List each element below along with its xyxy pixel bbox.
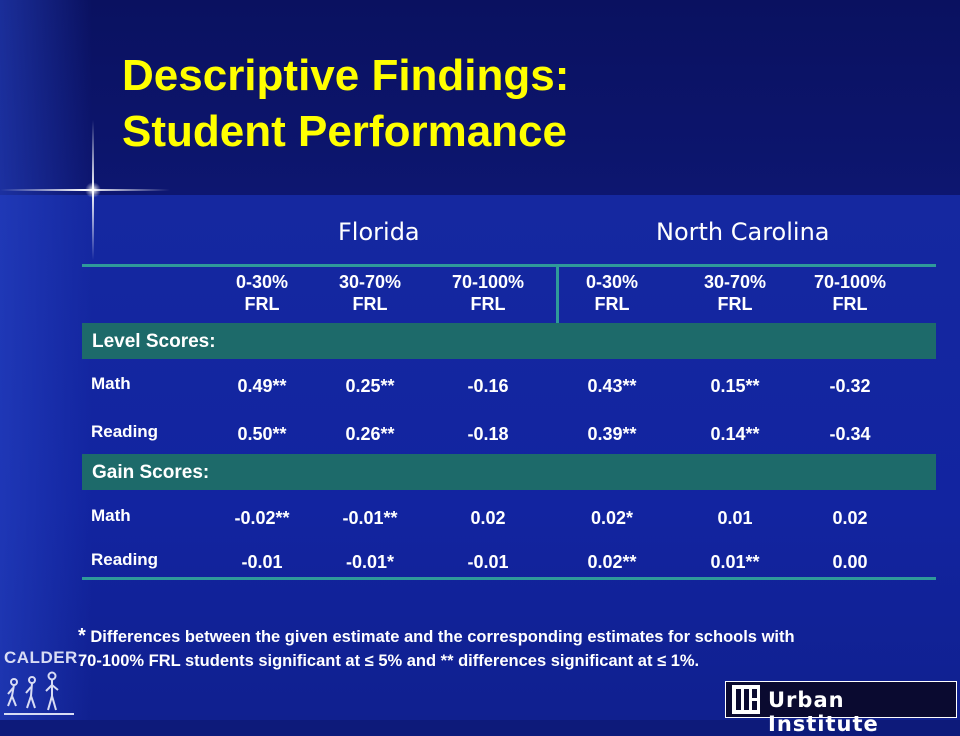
left-glow xyxy=(0,0,92,720)
footnote-line2: 70-100% FRL students significant at ≤ 5%… xyxy=(78,652,700,670)
column-header-line1: 70-100% xyxy=(813,272,887,292)
table-cell: -0.16 xyxy=(467,376,509,396)
column-header: 70-100% FRL xyxy=(438,271,538,315)
footnote-line1: Differences between the given estimate a… xyxy=(90,628,795,646)
slide-title-line2: Student Performance xyxy=(122,107,567,156)
column-header-line2: FRL xyxy=(470,294,506,314)
urban-institute-text: Urban Institute xyxy=(768,688,879,736)
state-north-carolina: North Carolina xyxy=(656,218,830,246)
urban-institute-mark-icon xyxy=(732,685,760,714)
column-header-line1: 30-70% xyxy=(703,272,767,292)
table-cell: 0.25** xyxy=(345,376,395,396)
urban-institute-logo: Urban Institute xyxy=(725,681,957,736)
evolution-figures-icon xyxy=(4,671,74,715)
table-cell: -0.32 xyxy=(829,376,871,396)
column-header-line1: 0-30% xyxy=(585,272,639,292)
section-band-gain xyxy=(82,454,936,490)
table-cell: -0.18 xyxy=(467,424,509,444)
table-cell: 0.49** xyxy=(237,376,287,396)
table-cell: 0.14** xyxy=(710,424,760,444)
calder-logo-text: CALDER xyxy=(4,648,78,667)
row-label: Math xyxy=(91,374,131,393)
state-florida: Florida xyxy=(338,218,420,246)
section-label-level: Level Scores: xyxy=(92,331,216,352)
table-cell: -0.34 xyxy=(829,424,871,444)
table-cell: 0.00 xyxy=(832,552,868,572)
table-cell: 0.15** xyxy=(710,376,760,396)
table-cell: 0.02* xyxy=(590,508,634,528)
row-label: Math xyxy=(91,506,131,525)
column-header: 0-30% FRL xyxy=(222,271,302,315)
table-cell: 0.02** xyxy=(587,552,637,572)
row-label: Reading xyxy=(91,422,159,441)
column-header-line2: FRL xyxy=(832,294,868,314)
column-header: 70-100% FRL xyxy=(800,271,900,315)
calder-logo: CALDER xyxy=(0,640,78,720)
section-label-gain: Gain Scores: xyxy=(92,462,210,483)
table-cell: 0.39** xyxy=(587,424,637,444)
column-header: 30-70% FRL xyxy=(695,271,775,315)
table-cell: -0.01* xyxy=(345,552,395,572)
footnote: * Differences between the given estimate… xyxy=(78,624,948,673)
state-divider xyxy=(556,266,559,323)
column-header-line2: FRL xyxy=(244,294,280,314)
slide-title: Descriptive Findings: Student Performanc… xyxy=(122,48,569,160)
table-cell: -0.01 xyxy=(241,552,283,572)
table-cell: 0.02 xyxy=(470,508,506,528)
header-background xyxy=(0,0,960,195)
row-label: Reading xyxy=(91,550,159,569)
column-header-line2: FRL xyxy=(352,294,388,314)
table-cell: 0.01** xyxy=(710,552,760,572)
table-cell: 0.50** xyxy=(237,424,287,444)
column-header-line1: 70-100% xyxy=(451,272,525,292)
table-cell: 0.01 xyxy=(717,508,753,528)
table-cell: -0.02** xyxy=(234,508,290,528)
table-cell: 0.26** xyxy=(345,424,395,444)
column-header: 30-70% FRL xyxy=(330,271,410,315)
column-header-line1: 30-70% xyxy=(338,272,402,292)
table-cell: -0.01 xyxy=(467,552,509,572)
column-header: 0-30% FRL xyxy=(572,271,652,315)
footnote-star: * xyxy=(78,625,86,647)
table-cell: 0.43** xyxy=(587,376,637,396)
table-cell: -0.01** xyxy=(342,508,398,528)
table-top-rule xyxy=(82,264,936,267)
section-band-level xyxy=(82,323,936,359)
table-bottom-rule xyxy=(82,577,936,580)
slide-title-line1: Descriptive Findings: xyxy=(122,51,570,100)
column-header-line2: FRL xyxy=(594,294,630,314)
flare-star-icon xyxy=(85,182,101,198)
table-cell: 0.02 xyxy=(832,508,868,528)
column-header-line1: 0-30% xyxy=(235,272,289,292)
column-header-line2: FRL xyxy=(717,294,753,314)
